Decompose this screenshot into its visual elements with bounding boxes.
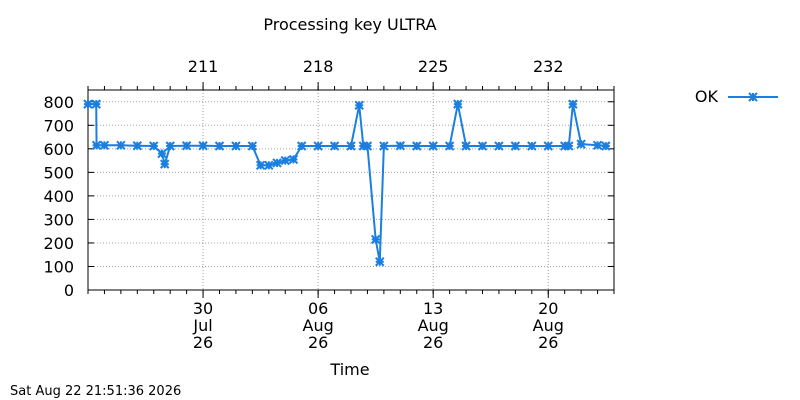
data-point — [412, 141, 422, 151]
data-point — [395, 141, 406, 151]
grid-lines — [88, 90, 614, 291]
tick-labels: 010020030040050060070080030Jul2606Aug261… — [43, 57, 563, 352]
data-point — [132, 141, 143, 151]
data-point — [494, 141, 504, 151]
data-point — [453, 99, 463, 109]
legend-label-OK: OK — [695, 87, 719, 106]
data-point — [91, 99, 101, 109]
chart-title: Processing key ULTRA — [263, 15, 436, 34]
data-point — [83, 99, 93, 109]
data-point — [149, 141, 159, 151]
data-point — [461, 141, 471, 151]
data-point — [346, 141, 356, 151]
legend: OK — [695, 87, 778, 106]
data-point — [264, 160, 274, 171]
data-point — [160, 159, 170, 169]
data-point — [543, 141, 553, 151]
x-tick-label: Aug — [533, 316, 564, 335]
data-point — [313, 141, 323, 151]
data-point — [379, 141, 389, 151]
data-point — [296, 141, 307, 151]
plot-frame — [87, 89, 615, 291]
x-tick-label: Aug — [303, 316, 334, 335]
x-tick-label: 13 — [423, 299, 443, 318]
legend-marker-shape — [748, 92, 758, 102]
data-point — [477, 141, 488, 151]
y-tick-label: 100 — [43, 257, 74, 276]
data-point — [592, 140, 603, 151]
series-OK — [83, 99, 611, 267]
axes — [87, 82, 615, 298]
x-axis-title: Time — [329, 360, 369, 379]
y-tick-label: 0 — [64, 281, 74, 300]
y-tick-label: 800 — [43, 93, 74, 112]
data-point — [601, 141, 611, 151]
y-tick-label: 200 — [43, 234, 74, 253]
legend-marker-OK — [748, 92, 758, 102]
x-tick-label: 20 — [538, 299, 558, 318]
data-point — [157, 148, 167, 159]
y-tick-label: 700 — [43, 116, 74, 135]
x-tick-label: Jul — [192, 316, 212, 335]
x2-tick-label: 225 — [418, 57, 449, 76]
x2-tick-label: 211 — [188, 57, 219, 76]
x-tick-label: 06 — [308, 299, 328, 318]
data-point — [527, 141, 537, 151]
data-point — [510, 141, 521, 151]
x-tick-label: 26 — [308, 333, 328, 352]
data-point — [564, 141, 574, 151]
data-point — [214, 141, 225, 151]
data-point — [272, 158, 282, 168]
x-tick-label: 30 — [193, 299, 213, 318]
data-point — [116, 140, 126, 151]
x-tick-label: 26 — [538, 333, 558, 352]
y-tick-label: 500 — [43, 163, 74, 182]
y-tick-label: 400 — [43, 187, 74, 206]
data-point — [99, 140, 110, 151]
data-point — [375, 257, 385, 267]
data-point — [231, 141, 241, 151]
data-point — [362, 141, 373, 151]
data-point — [198, 141, 208, 151]
x2-tick-label: 218 — [303, 57, 334, 76]
data-point — [576, 139, 586, 149]
data-point — [255, 160, 266, 171]
data-point — [568, 99, 578, 109]
data-point — [181, 141, 192, 151]
x-tick-label: Aug — [418, 316, 449, 335]
footer-timestamp: Sat Aug 22 21:51:36 2026 — [10, 384, 181, 399]
y-tick-label: 600 — [43, 140, 74, 159]
y-tick-label: 300 — [43, 210, 74, 229]
data-point — [165, 141, 175, 151]
data-point — [370, 234, 381, 245]
data-point — [354, 100, 364, 111]
data-point — [288, 154, 299, 165]
x-tick-label: 26 — [193, 333, 213, 352]
data-point — [428, 141, 438, 151]
data-point — [280, 155, 290, 166]
x2-tick-label: 232 — [533, 57, 564, 76]
data-point — [444, 141, 455, 151]
data-point — [329, 141, 340, 151]
data-point — [91, 140, 102, 151]
x-tick-label: 26 — [423, 333, 443, 352]
data-point — [247, 141, 258, 151]
series-line-OK — [88, 103, 606, 262]
